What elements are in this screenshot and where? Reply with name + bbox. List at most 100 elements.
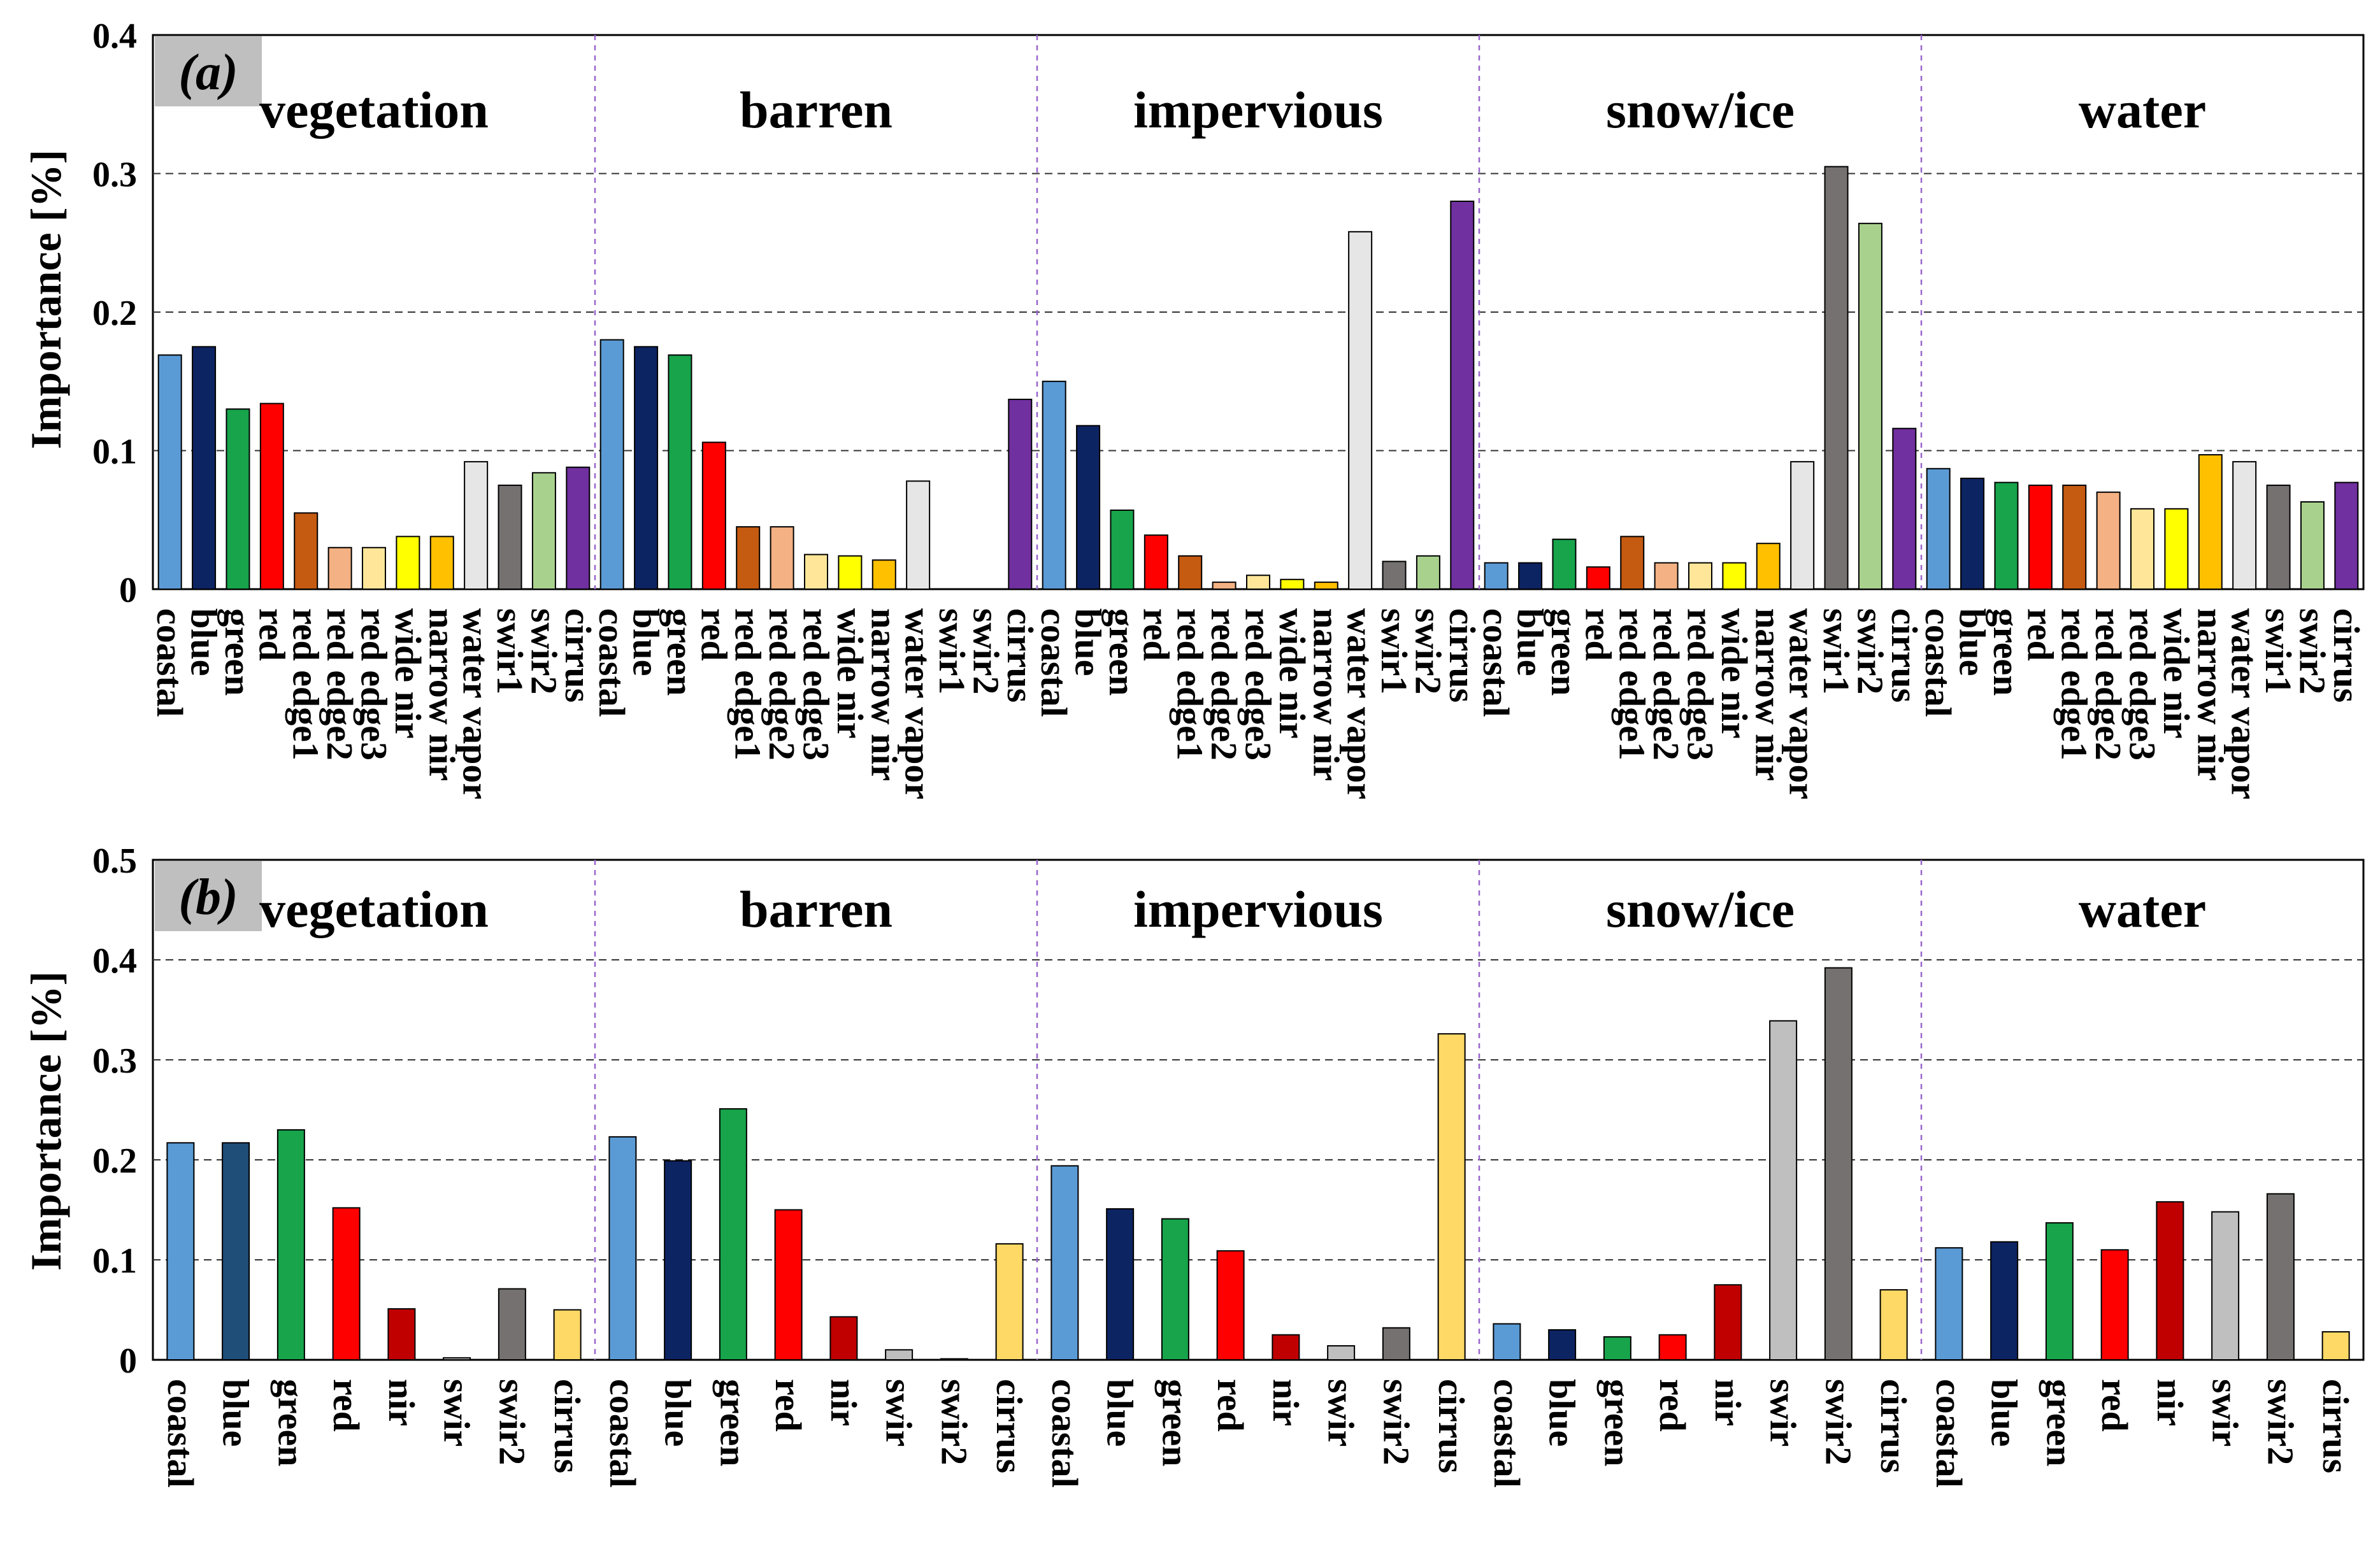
panel-a-bar [1518, 562, 1543, 590]
panel-a-bar [2198, 454, 2223, 590]
panel-a-x-tick-label: water vapor [2224, 608, 2265, 799]
panel-b-bar [2211, 1211, 2240, 1361]
panel-a-x-tick-label: swir2 [1849, 608, 1891, 694]
panel-b-bar [443, 1357, 471, 1361]
panel-a-bar [2062, 484, 2087, 590]
panel-a-bar [1790, 460, 1815, 590]
panel-a-x-tick-label: red [1135, 608, 1177, 661]
panel-a-x-tick-label: red [1577, 608, 1619, 661]
panel-a-bar [2164, 508, 2189, 590]
panel-b-bar [995, 1243, 1024, 1360]
panel-b-x-tick-label: blue [1542, 1379, 1583, 1446]
panel-b-x-tick-label: red [768, 1379, 809, 1432]
panel-a-group-title: barren [740, 81, 892, 139]
panel-b-x-tick-label: green [270, 1379, 312, 1466]
panel-a-x-tick-label: swir2 [2291, 608, 2333, 694]
panel-b-bar [1879, 1289, 1908, 1360]
panel-b-bar [2100, 1249, 2129, 1361]
panel-b-bar [2321, 1331, 2350, 1361]
panel-b-bar [1935, 1247, 1963, 1361]
panel-b-x-tick-label: swir [878, 1379, 920, 1446]
panel-b-x-tick-label: coastal [1928, 1379, 1970, 1488]
panel-a-bar [531, 472, 556, 590]
panel-a-x-tick-label: swir1 [1816, 608, 1857, 694]
panel-b-y-axis-label: Importance [%] [22, 971, 70, 1271]
panel-a-bar [1484, 562, 1509, 590]
panel-b-bar [1050, 1165, 1079, 1361]
panel-a-x-tick-label: wide nir [387, 608, 429, 739]
panel-b-group-title: snow/ice [1606, 880, 1795, 938]
panel-b-bar [332, 1207, 361, 1360]
panel-a-x-tick-label: red [2019, 608, 2061, 661]
panel-b-bar [1990, 1241, 2019, 1360]
panel-b-bar [276, 1129, 305, 1361]
panel-b-x-tick-label: swir2 [491, 1379, 533, 1465]
panel-b-x-tick-label: green [712, 1379, 754, 1466]
panel-b-x-tick-label: cirrus [1431, 1379, 1472, 1473]
panel-b-x-tick-label: red [2094, 1379, 2135, 1432]
panel-b-x-tick-label: cirrus [2315, 1379, 2356, 1473]
panel-b-bar [2156, 1201, 2184, 1360]
panel-a-group-title: water [2079, 81, 2206, 139]
panel-b-x-tick-label: nir [1707, 1379, 1749, 1426]
panel-b-y-tick-label: 0.1 [92, 1241, 137, 1281]
panel-a-bar [599, 339, 624, 590]
panel-b-y-tick-label: 0.5 [92, 841, 137, 881]
panel-a-x-tick-label: narrow nir [1305, 608, 1347, 781]
panel-a-x-tick-label: narrow nir [421, 608, 462, 781]
panel-b-bar [1824, 967, 1853, 1361]
panel-a-bar [701, 441, 726, 590]
panel-a-x-tick-label: blue [1510, 608, 1551, 676]
panel-a-x-tick-label: blue [183, 608, 225, 676]
panel-b-bar [387, 1308, 416, 1360]
panel-a-group-title: snow/ice [1606, 81, 1795, 139]
panel-a-x-tick-label: narrow nir [1747, 608, 1789, 781]
panel-b-x-tick-label: green [2039, 1379, 2080, 1466]
panel-b-x-tick-label: swir [2205, 1379, 2246, 1446]
panel-a-bar [157, 354, 182, 590]
panel-a-x-tick-label: red edge3 [2122, 608, 2163, 760]
panel-b-x-tick-label: swir2 [1375, 1379, 1417, 1465]
panel-a-bar [429, 536, 454, 590]
panel-b-bar [222, 1142, 250, 1361]
panel-a-y-tick-label: 0.3 [92, 155, 137, 195]
panel-b-plot-frame [152, 859, 2365, 1361]
panel-a-x-tick-label: red edge3 [354, 608, 395, 760]
panel-b-bar [608, 1136, 637, 1360]
panel-a-x-tick-label: water vapor [898, 608, 939, 799]
panel-a-bar [1110, 510, 1135, 590]
panel-a-x-tick-label: blue [626, 608, 667, 676]
panel-a-bar [1382, 560, 1407, 590]
panel-b-bar [2266, 1193, 2295, 1360]
panel-a-bar [2300, 501, 2325, 590]
panel-a-x-tick-label: green [1544, 608, 1585, 696]
panel-a-x-tick-label: cirrus [2326, 608, 2367, 703]
panel-a-x-tick-label: red [693, 608, 735, 661]
panel-a-x-tick-label: coastal [1475, 608, 1517, 717]
panel-a-x-tick-label: water vapor [1782, 608, 1823, 799]
panel-a-x-tick-label: red edge2 [1203, 608, 1245, 760]
panel-a-x-tick-label: red edge2 [761, 608, 803, 760]
panel-a-bar [1552, 538, 1577, 590]
panel-a-x-tick-label: red [251, 608, 292, 661]
panel-a-x-tick-label: red edge1 [1170, 608, 1211, 760]
panel-a-x-tick-label: blue [1952, 608, 1993, 676]
panel-a-bar [1008, 399, 1033, 590]
panel-b-bar [1437, 1033, 1466, 1361]
panel-b-x-tick-label: cirrus [1873, 1379, 1914, 1473]
panel-b-bar [1106, 1208, 1135, 1361]
panel-a-x-tick-label: red edge1 [2054, 608, 2095, 760]
panel-b-x-tick-label: blue [1100, 1379, 1141, 1446]
panel-b-bar [1548, 1329, 1577, 1360]
panel-b-bar [498, 1288, 526, 1361]
panel-b-bar [1769, 1020, 1798, 1360]
panel-b-bar [1493, 1323, 1521, 1360]
panel-b-x-tick-label: coastal [160, 1379, 201, 1488]
panel-b-x-tick-label: blue [657, 1379, 699, 1446]
panel-a-x-tick-label: coastal [1033, 608, 1075, 717]
panel-b-bar [166, 1142, 195, 1361]
panel-b-x-tick-label: cirrus [547, 1379, 588, 1473]
panel-b-bar [885, 1349, 914, 1361]
panel-a-bar [566, 466, 591, 590]
